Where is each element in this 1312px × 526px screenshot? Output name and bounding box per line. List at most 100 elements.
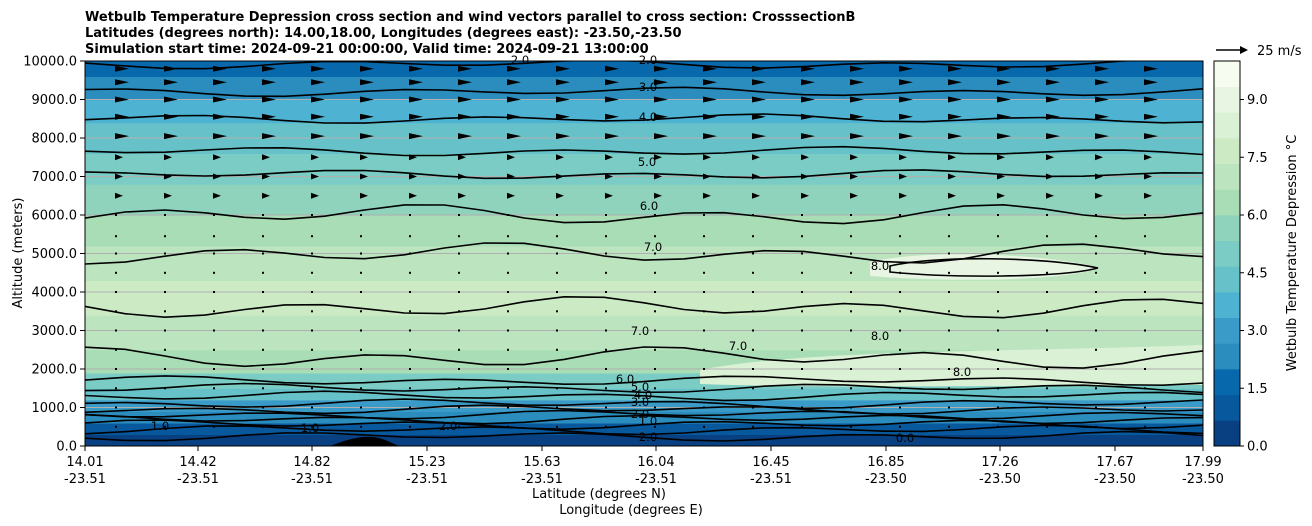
wind-vector	[311, 154, 319, 161]
x-tick-label-lat: 17.26	[981, 455, 1018, 470]
contour-line-15	[85, 145, 1203, 157]
wind-vector	[556, 235, 558, 238]
colorbar-tick-label: 0.0	[1247, 440, 1268, 455]
wind-vector	[752, 235, 754, 238]
x-tick-label-lon: -23.51	[750, 472, 792, 487]
wind-vector	[164, 252, 166, 255]
wind-vector	[801, 235, 803, 238]
wind-vector	[458, 65, 472, 72]
wind-vector	[360, 425, 362, 428]
contour-label: 4.0	[634, 388, 652, 402]
wind-vector	[164, 291, 166, 293]
wind-vector	[409, 65, 423, 72]
wind-vector	[409, 387, 411, 390]
wind-vector	[115, 329, 117, 332]
wind-vector	[850, 329, 852, 332]
wind-vector	[850, 79, 864, 86]
wind-vector	[948, 310, 950, 313]
wind-vector	[213, 387, 215, 390]
contour-label: 8.0	[871, 329, 889, 343]
wind-vector	[997, 96, 1011, 103]
contour-label: 5.0	[631, 380, 649, 394]
wind-vector	[507, 235, 509, 238]
wind-vector	[801, 406, 803, 409]
wind-vector	[1095, 310, 1097, 313]
wind-vector	[899, 173, 907, 180]
wind-vector	[1095, 113, 1109, 120]
wind-vector	[556, 192, 564, 199]
wind-vector	[605, 329, 607, 332]
y-tick-label: 10000.0	[23, 55, 77, 70]
wind-vector	[311, 291, 313, 293]
wind-vector	[752, 271, 754, 274]
colorbar-tick-label: 1.5	[1247, 382, 1268, 397]
wind-vector	[115, 214, 117, 216]
wind-vector	[703, 235, 705, 238]
wind-vector	[850, 154, 858, 161]
wind-vector	[801, 96, 815, 103]
wind-vector	[311, 192, 319, 199]
colorbar-segment	[1214, 86, 1240, 113]
wind-vector	[507, 96, 521, 103]
colorbar-segment	[1214, 394, 1240, 421]
contour-line-7	[85, 390, 1203, 402]
wind-vector	[409, 271, 411, 274]
wind-vector	[409, 79, 423, 86]
contour-label: 7.0	[631, 324, 649, 338]
wind-vector	[899, 96, 913, 103]
wind-vector	[1046, 214, 1048, 216]
colorbar-segment	[1214, 138, 1240, 165]
wind-vector	[605, 173, 613, 180]
wind-vector	[948, 214, 950, 216]
wind-vector	[948, 235, 950, 238]
contour-line-17	[85, 86, 1203, 98]
terrain-outline	[330, 436, 400, 446]
wind-vector	[507, 368, 509, 370]
gridlines	[85, 99, 1203, 408]
wind-vector	[850, 387, 852, 390]
wind-vector	[801, 192, 809, 199]
contour-fill-band-4	[85, 388, 1203, 401]
wind-vector	[360, 192, 368, 199]
wind-vector	[507, 291, 509, 293]
wind-vector	[1144, 368, 1146, 370]
wind-vector	[213, 79, 227, 86]
wind-vector	[997, 406, 999, 409]
colorbar-label: Wetbulb Temperature Depression °C	[1285, 135, 1300, 372]
wind-vector	[850, 235, 852, 238]
wind-vector	[1046, 173, 1054, 180]
y-tick-label: 8000.0	[32, 132, 78, 147]
wind-vector	[703, 368, 705, 370]
wind-vector	[164, 387, 166, 390]
wind-vector	[311, 235, 313, 238]
wind-vector	[556, 387, 558, 390]
contour-fill-band-10	[85, 215, 1203, 247]
contour-label: 8.0	[953, 365, 971, 379]
wind-vector	[1095, 133, 1109, 140]
contour-line-1	[85, 424, 1203, 436]
wind-vector	[115, 271, 117, 274]
plot-area: 2.03.04.05.06.07.07.07.08.08.08.06.05.04…	[84, 53, 1204, 447]
wind-vector	[164, 96, 178, 103]
wind-vector	[507, 310, 509, 313]
wind-vector	[654, 368, 656, 370]
wind-vector	[409, 406, 411, 409]
wind-vector	[311, 79, 325, 86]
wind-vector	[164, 425, 166, 428]
wind-vector	[899, 291, 901, 293]
wind-vector	[948, 113, 962, 120]
wind-vector	[262, 387, 264, 390]
wind-vector	[1144, 252, 1146, 255]
wind-vector	[654, 329, 656, 332]
wind-vector	[409, 133, 423, 140]
wind-vector	[360, 96, 374, 103]
wind-vector	[556, 329, 558, 332]
wind-vector	[703, 192, 711, 199]
wind-vector	[360, 348, 362, 351]
wind-vector	[752, 425, 754, 428]
wind-vector	[556, 406, 558, 409]
contour-label: 1.0	[151, 419, 169, 433]
wind-vector	[1144, 133, 1158, 140]
wind-vector	[458, 214, 460, 216]
wind-vector	[997, 425, 999, 428]
